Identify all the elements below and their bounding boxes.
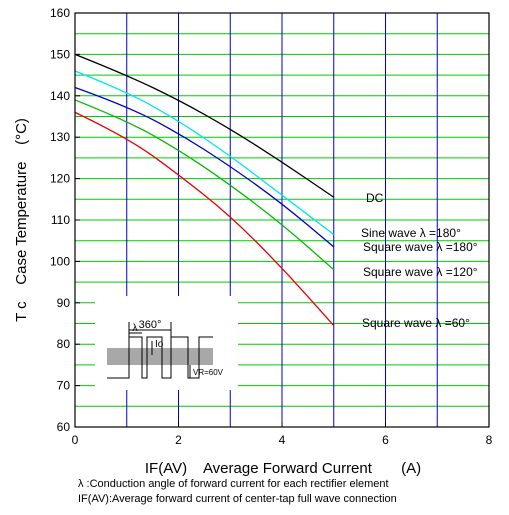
inset-io-label: Io [155, 339, 164, 350]
x-tick-label: 8 [486, 433, 493, 447]
y-tick-label: 100 [50, 254, 70, 268]
inset-gray-band [107, 348, 213, 365]
series-line [74, 111, 335, 327]
waveform-inset: 360° λ Io VR=60V [95, 296, 238, 390]
inset-lambda-label: λ [133, 323, 138, 334]
inset-vr-label: VR=60V [193, 368, 224, 377]
plot-frame [74, 12, 490, 428]
y-tick-label: 80 [57, 337, 71, 351]
series-label: Square wave λ =180° [363, 240, 478, 254]
tick-labels: 60 70 80 90 100 110 120 130 140 150 160 0 2 4 6 8 [50, 6, 493, 447]
y-tick-label: 70 [57, 379, 71, 393]
series-label: Square wave λ =120° [363, 265, 478, 279]
series-line [74, 70, 335, 236]
y-tick-label: 130 [50, 130, 70, 144]
y-tick-label: 120 [50, 172, 70, 186]
series-lines [74, 53, 335, 327]
y-tick-label: 110 [51, 213, 70, 227]
series-line [74, 99, 335, 271]
x-tick-label: 6 [382, 433, 389, 447]
y-tick-label: 160 [50, 6, 70, 20]
x-tick-label: 4 [279, 433, 286, 447]
inset-waveform [107, 336, 213, 379]
y-tick-label: 140 [50, 89, 70, 103]
x-tick-label: 0 [72, 433, 79, 447]
inset-angle-label: 360° [139, 319, 162, 331]
footnote-ifav: IF(AV):Average forward current of center… [78, 493, 397, 505]
y-tick-label: 90 [57, 296, 71, 310]
footnote-lambda: λ :Conduction angle of forward current f… [78, 478, 389, 490]
x-axis-label: IF(AV) Average Forward Current (A) [145, 460, 421, 477]
x-tick-label: 2 [175, 433, 182, 447]
series-line [74, 86, 335, 248]
series-label: Square wave λ =60° [362, 316, 470, 330]
y-tick-label: 60 [57, 420, 71, 434]
series-labels: DC Sine wave λ =180°Square wave λ =180° Sq… [361, 191, 478, 330]
inset-background [95, 296, 238, 390]
series-label: Sine wave λ =180° [361, 226, 461, 240]
y-tick-label: 150 [50, 47, 70, 61]
series-label: DC [366, 191, 384, 205]
y-axis-label: T c Case Temperature (°C) [13, 118, 30, 322]
series-line [74, 53, 335, 198]
